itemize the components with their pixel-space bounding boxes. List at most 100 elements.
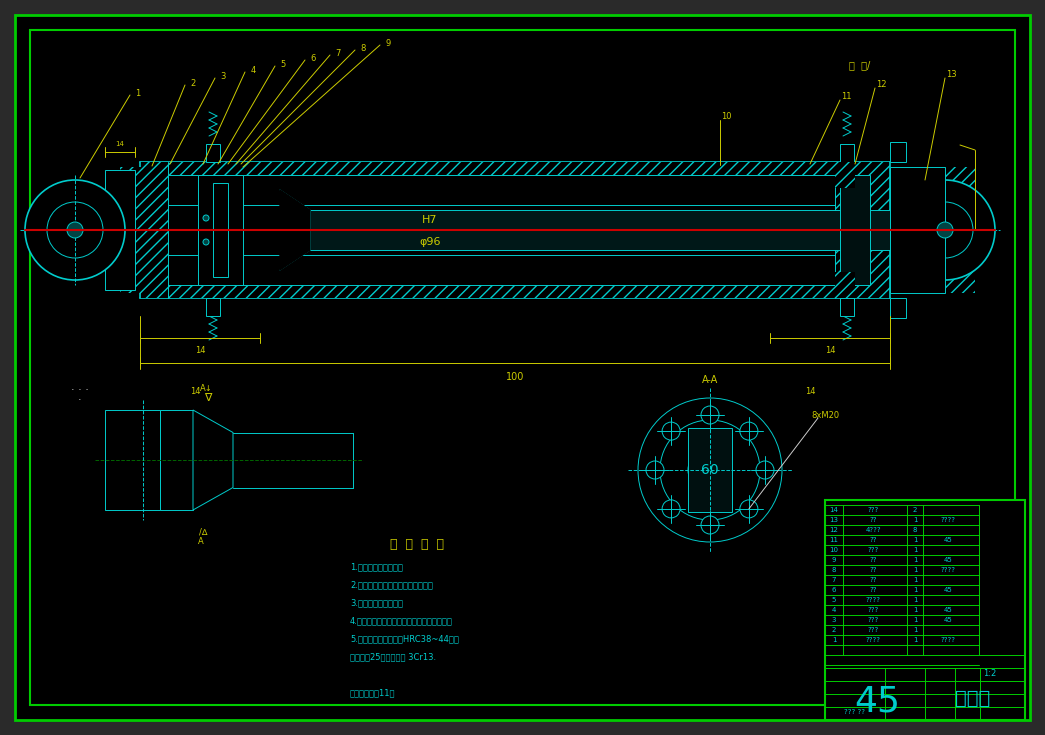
- Circle shape: [701, 516, 719, 534]
- Text: ????: ????: [865, 597, 881, 603]
- Text: 8: 8: [832, 567, 836, 573]
- Bar: [206, 144, 220, 162]
- Text: 9: 9: [832, 557, 836, 563]
- Circle shape: [895, 180, 995, 280]
- Text: ??: ??: [869, 517, 877, 523]
- Bar: [835, 272, 855, 298]
- Text: 3.液压缸内孔光滑配合: 3.液压缸内孔光滑配合: [350, 598, 403, 608]
- Bar: [310, 210, 890, 250]
- Bar: [835, 162, 890, 298]
- Text: 2: 2: [832, 627, 836, 633]
- Text: 14: 14: [194, 345, 205, 354]
- Circle shape: [740, 422, 758, 440]
- Text: 12: 12: [876, 79, 886, 88]
- Text: 8xM20: 8xM20: [811, 411, 839, 420]
- Text: 14: 14: [830, 507, 838, 513]
- Circle shape: [663, 422, 680, 440]
- Text: ??? ??: ??? ??: [844, 709, 865, 715]
- Text: 11: 11: [830, 537, 838, 543]
- Text: ???: ???: [867, 617, 879, 623]
- Text: 1:2: 1:2: [983, 670, 997, 678]
- Text: ??: ??: [869, 567, 877, 573]
- Text: 4: 4: [832, 607, 836, 613]
- Text: 8: 8: [912, 527, 918, 533]
- Circle shape: [47, 202, 103, 258]
- Bar: [840, 298, 854, 316]
- Circle shape: [203, 239, 209, 245]
- Text: 45: 45: [944, 607, 952, 613]
- Text: ·: ·: [78, 395, 82, 405]
- Text: 4???: 4???: [865, 527, 881, 533]
- Text: ????: ????: [940, 637, 955, 643]
- Text: 9: 9: [386, 38, 391, 48]
- Text: 1: 1: [912, 597, 918, 603]
- Text: 4.活塞杆拆安时注意液压缸内孔表面不被划伤: 4.活塞杆拆安时注意液压缸内孔表面不被划伤: [350, 617, 452, 625]
- Text: 5.活塞杆表面硬度要求HRC38~44，材: 5.活塞杆表面硬度要求HRC38~44，材: [350, 634, 459, 644]
- Text: 10: 10: [721, 112, 732, 121]
- Bar: [890, 142, 906, 162]
- Polygon shape: [280, 190, 310, 270]
- Text: ∇: ∇: [204, 393, 212, 403]
- Text: 5: 5: [280, 60, 285, 68]
- Bar: [206, 298, 220, 316]
- Text: 14: 14: [825, 345, 835, 354]
- Text: 45: 45: [944, 537, 952, 543]
- Text: 45: 45: [854, 685, 900, 719]
- Text: φ96: φ96: [419, 237, 441, 247]
- Text: 5: 5: [832, 597, 836, 603]
- Text: 1: 1: [912, 637, 918, 643]
- Bar: [104, 170, 135, 290]
- Text: 料：预蜈25号锂；符合 3Cr13.: 料：预蜈25号锂；符合 3Cr13.: [350, 653, 436, 662]
- Circle shape: [25, 180, 125, 280]
- Bar: [104, 410, 160, 510]
- Circle shape: [67, 222, 83, 238]
- Text: 1: 1: [832, 637, 836, 643]
- Text: 1: 1: [912, 557, 918, 563]
- Text: 12: 12: [830, 527, 838, 533]
- Text: A-A: A-A: [702, 375, 718, 385]
- Circle shape: [701, 406, 719, 424]
- Text: 4: 4: [251, 65, 256, 74]
- Text: 10: 10: [830, 547, 838, 553]
- Text: 液压缸: 液压缸: [955, 689, 991, 708]
- Bar: [890, 167, 945, 293]
- Bar: [140, 285, 890, 298]
- Text: 8: 8: [361, 43, 366, 52]
- Text: ??: ??: [869, 557, 877, 563]
- Text: 14: 14: [190, 387, 201, 395]
- Text: 1: 1: [912, 567, 918, 573]
- Text: 45: 45: [944, 557, 952, 563]
- Text: ???: ???: [867, 607, 879, 613]
- Text: 1: 1: [912, 537, 918, 543]
- Text: 1: 1: [912, 577, 918, 583]
- Text: 1: 1: [912, 617, 918, 623]
- Text: ??: ??: [869, 577, 877, 583]
- Circle shape: [740, 500, 758, 518]
- Text: 100: 100: [506, 372, 525, 382]
- Polygon shape: [193, 410, 233, 510]
- Text: 1: 1: [912, 587, 918, 593]
- Bar: [945, 167, 975, 293]
- Text: /∆: /∆: [199, 528, 207, 537]
- Text: 2: 2: [913, 507, 918, 513]
- Text: 11: 11: [841, 91, 852, 101]
- Text: 45: 45: [944, 617, 952, 623]
- Text: 13: 13: [830, 517, 838, 523]
- Circle shape: [660, 420, 760, 520]
- Text: A↓: A↓: [200, 384, 212, 392]
- Bar: [688, 428, 731, 512]
- Text: 底  稿/: 底 稿/: [850, 60, 870, 70]
- Text: H7: H7: [422, 215, 438, 225]
- Text: 6: 6: [832, 587, 836, 593]
- Text: 1: 1: [912, 607, 918, 613]
- Bar: [835, 162, 855, 188]
- Text: 2: 2: [190, 79, 195, 87]
- Circle shape: [638, 398, 782, 542]
- Text: 技  术  要  求: 技 术 要 求: [390, 539, 444, 551]
- Circle shape: [756, 461, 774, 479]
- Text: 1: 1: [912, 627, 918, 633]
- Text: 60: 60: [701, 463, 719, 477]
- Circle shape: [203, 215, 209, 221]
- Text: 13: 13: [946, 70, 956, 79]
- Bar: [825, 500, 1025, 720]
